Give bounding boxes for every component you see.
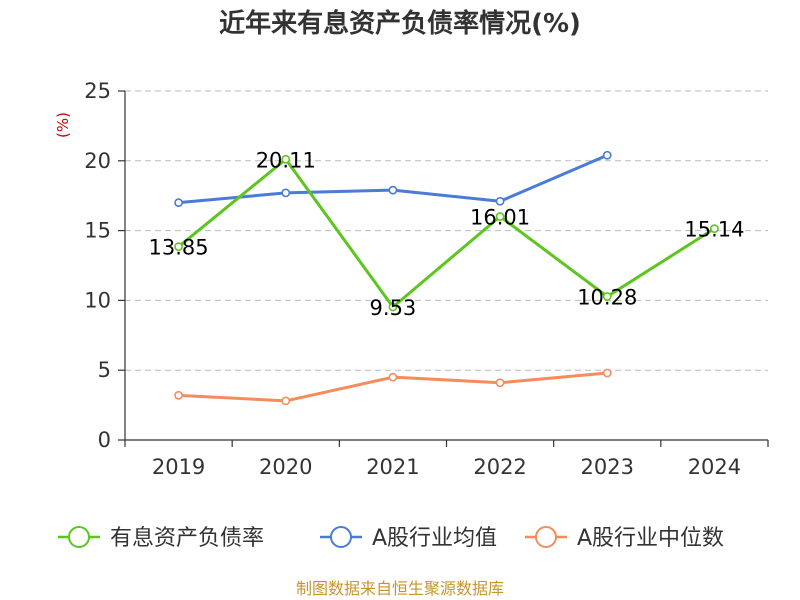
y-tick-label: 15 [84,219,111,243]
series-layer [174,150,719,406]
series-1 [174,150,612,208]
data-point[interactable] [495,196,505,206]
data-labels: 13.85 20.11 9.53 16.01 10.28 15.14 [149,148,745,320]
legend-label: 有息资产负债率 [110,526,264,551]
gridlines [125,90,768,371]
x-tick-label: 2023 [581,455,634,479]
legend-marker [330,526,352,548]
legend-marker [68,526,90,548]
legend-label: A股行业中位数 [577,526,724,551]
data-label: 16.01 [470,206,530,230]
legend-item-2[interactable]: A股行业中位数 [525,526,724,551]
axes: 0 5 10 15 20 25 2019 2020 2021 2022 2023 2024 [84,79,769,479]
legend-item-1[interactable]: A股行业均值 [320,526,497,551]
legend-item-0[interactable]: 有息资产负债率 [58,526,264,551]
y-axis-unit-label: (%) [54,112,72,138]
data-label: 9.53 [370,296,417,320]
y-tick-label: 20 [84,149,111,173]
data-point[interactable] [388,302,398,312]
data-point[interactable] [495,378,505,388]
data-point[interactable] [388,372,398,382]
chart-title: 近年来有息资产负债率情况(%) [219,8,581,39]
data-point[interactable] [281,154,291,164]
x-tick-label: 2019 [152,455,205,479]
y-tick-label: 10 [84,288,111,312]
data-point[interactable] [174,242,183,252]
source-note: 制图数据来自恒生聚源数据库 [296,579,504,598]
legend-marker [535,526,557,548]
data-point[interactable] [174,390,183,400]
series-0 [174,154,719,312]
series-line [177,157,716,309]
data-point[interactable] [281,396,291,406]
x-tick-label: 2021 [366,455,419,479]
data-label: 10.28 [577,285,637,309]
y-tick-label: 25 [84,79,111,103]
data-point[interactable] [602,150,612,160]
data-point[interactable] [388,185,398,195]
x-tick-label: 2024 [688,455,741,479]
legend-label: A股行业均值 [372,526,497,551]
x-tick-label: 2022 [473,455,526,479]
data-label: 15.14 [684,218,744,242]
data-point[interactable] [495,212,505,221]
x-tick-label: 2020 [259,455,312,479]
series-2 [174,368,612,406]
data-point[interactable] [602,292,612,301]
data-point[interactable] [602,368,612,378]
y-tick-label: 0 [98,428,111,452]
data-label: 13.85 [149,236,209,260]
data-point[interactable] [710,224,719,234]
data-label: 20.11 [256,148,316,172]
y-tick-label: 5 [98,358,111,382]
data-point[interactable] [174,198,183,208]
data-point[interactable] [281,188,291,198]
legend[interactable]: 有息资产负债率 A股行业均值 A股行业中位数 [58,526,724,551]
